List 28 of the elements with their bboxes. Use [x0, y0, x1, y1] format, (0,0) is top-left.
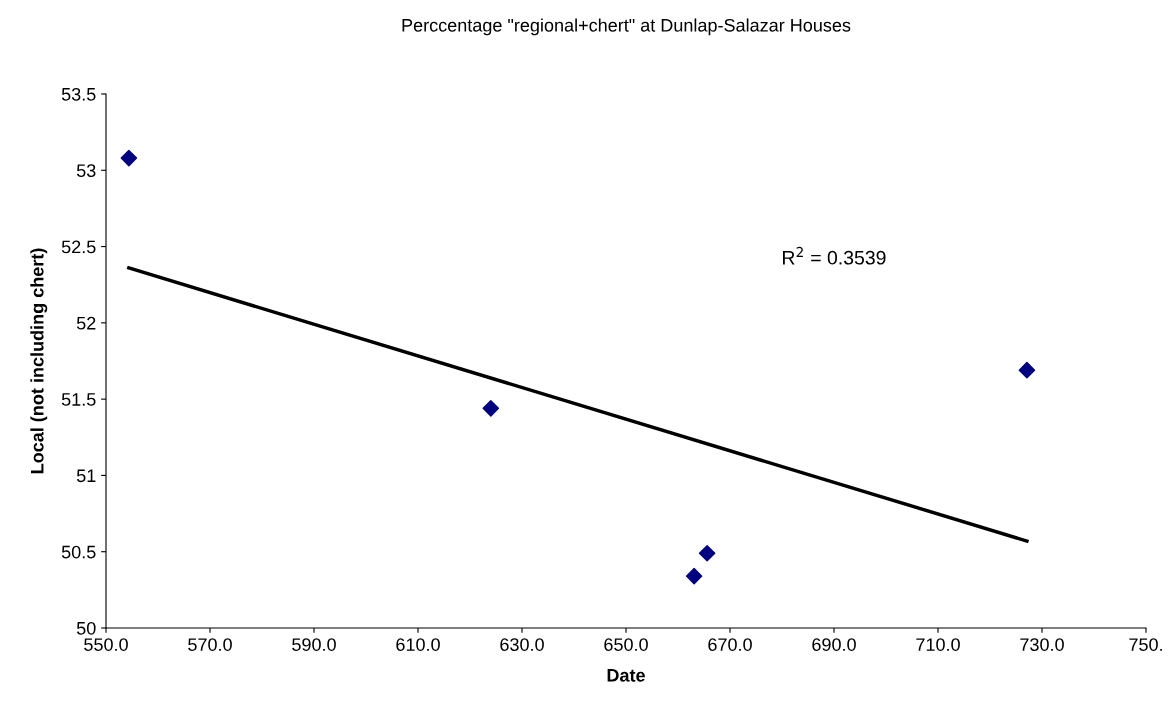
y-tick-label: 52: [76, 316, 96, 330]
y-tick-label: 50: [76, 621, 96, 635]
point: [698, 544, 716, 562]
x-tick-label: 630.0: [500, 638, 544, 651]
x-tick-label: 710.0: [916, 638, 960, 651]
y-tick-label: 53.5: [61, 87, 96, 101]
y-tick-label: 52.5: [61, 240, 96, 254]
y-tick-label: 51.5: [61, 393, 96, 406]
y-tick-label: 50.5: [61, 545, 96, 559]
x-tick-label: 570.0: [188, 638, 232, 651]
x-tick-label: 690.0: [812, 638, 856, 651]
x-tick-label: 590.0: [292, 638, 336, 651]
point: [120, 149, 138, 167]
x-tick-label: 610.0: [396, 638, 440, 651]
y-axis-title: Local (not including chert): [30, 248, 48, 474]
x-tick-label: 670.0: [708, 638, 752, 651]
point: [685, 567, 703, 585]
x-tick-label: 650.0: [604, 638, 648, 651]
y-tick-label: 53: [76, 164, 96, 178]
x-axis-title: Date: [607, 669, 645, 682]
x-tick-label: 730.0: [1020, 638, 1064, 651]
point: [1018, 361, 1036, 379]
x-tick-label: 550.0: [84, 638, 128, 651]
annotation: R$^{2}$ = 0.3539: [783, 246, 886, 265]
point: [482, 399, 500, 417]
chart-title: Perccentage "regional+chert" at Dunlap-Salazar Houses: [402, 18, 851, 36]
x-tick-label: 750.: [1129, 638, 1162, 651]
y-tick-label: 51: [76, 469, 96, 483]
